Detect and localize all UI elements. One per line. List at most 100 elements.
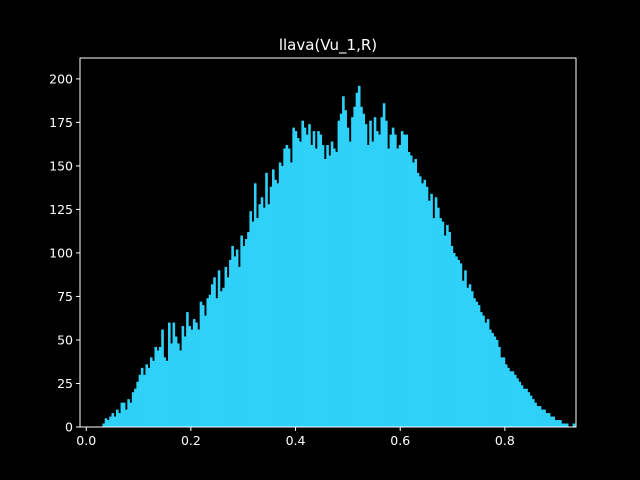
histogram-bar [516,378,519,427]
x-tick-label: 0.6 [390,433,410,448]
histogram-bar [545,413,549,427]
histogram-bar [527,392,531,427]
histogram-bar [416,172,420,427]
histogram-bar [158,346,162,427]
histogram-bar [190,329,194,427]
histogram-bar [125,409,128,427]
histogram-bar [504,364,508,427]
histogram-bar [308,124,311,427]
histogram-bar [102,423,106,427]
histogram-bar [348,141,352,428]
y-tick-label: 200 [49,71,73,86]
histogram-bar [459,263,463,427]
histogram-bar [330,141,334,428]
histogram-bar [396,148,399,427]
histogram-bar [143,374,146,427]
histogram-bar [165,360,169,427]
histogram-bar [385,120,388,427]
histogram-bar [563,423,567,427]
histogram-bar [373,117,377,428]
histogram-bar [466,287,470,427]
y-tick-label: 75 [57,289,73,304]
histogram-bar [344,110,347,427]
histogram-bar [296,138,300,427]
histogram-bar [400,131,404,427]
histogram-bar [258,204,262,427]
histogram-bar [425,186,429,427]
histogram-bar [371,141,375,428]
histogram-bar [475,301,479,427]
histogram-bar [520,385,524,427]
histogram-bar [163,357,167,427]
histogram-bar [461,280,465,427]
histogram-bar [418,176,422,427]
histogram-bar [208,294,212,427]
x-tick-label: 0.8 [495,433,515,448]
histogram-bar [154,346,158,427]
histogram-bar [188,326,191,427]
histogram-bar [342,96,345,427]
histogram-bar [314,148,318,427]
histogram-bar [362,113,366,427]
histogram-bar [382,103,386,427]
histogram-bar [305,134,309,427]
histogram-bar [134,388,137,427]
histogram-bar [136,381,139,427]
histogram-bar [333,148,336,427]
histogram-bar [303,127,307,428]
histogram-bar [152,360,155,427]
histogram-bar [328,155,332,427]
histogram-bar [186,312,189,427]
histogram-bar [565,423,569,427]
histogram-bar [283,148,286,427]
histogram-bar [161,329,164,427]
histogram-bar [432,218,436,427]
histogram-bar [380,117,384,428]
histogram-bar [357,85,361,427]
histogram-bar [192,319,196,427]
histogram-bar [468,284,472,427]
histogram-bar [106,420,110,427]
y-tick-label: 0 [65,420,73,435]
histogram-bar [113,416,117,427]
histogram-bar [217,270,221,427]
histogram-bar [457,259,460,427]
histogram-bar [204,315,207,427]
histogram-bar [470,291,474,427]
y-tick-label: 125 [49,202,73,217]
histogram-bar [513,374,517,427]
histogram-bar [337,120,341,427]
histogram-bar [531,399,535,427]
histogram-bar [131,392,135,427]
histogram-bar [109,416,112,427]
histogram-bar [455,256,458,427]
histogram-bar [477,305,481,427]
x-axis-ticks: 0.0 0.2 0.4 0.6 0.8 [76,427,515,448]
histogram-bar [240,235,243,427]
histogram-bar [233,256,237,427]
histogram-bar [201,305,205,427]
histogram-bar [197,329,201,427]
histogram-bar [369,120,372,427]
histogram-bar [168,322,171,427]
histogram-bar [199,301,203,427]
histogram-bar [127,399,130,427]
histogram-bar [509,371,512,427]
histogram-bar [441,221,445,427]
histogram-bar [324,158,327,427]
histogram-bar [484,322,488,427]
histogram-bar [364,124,368,427]
histogram-bar [235,249,239,427]
histogram-bar [360,106,363,428]
histogram-bar [226,277,230,427]
histogram-bar [409,155,413,427]
histogram-bar [500,357,503,427]
histogram-bar [407,151,411,428]
histogram-bar [405,134,408,427]
histogram-bar [434,197,438,427]
histogram-bar [244,239,248,427]
histogram-bar [238,266,241,427]
histogram-bar [317,131,320,427]
histogram-bar [179,350,182,427]
